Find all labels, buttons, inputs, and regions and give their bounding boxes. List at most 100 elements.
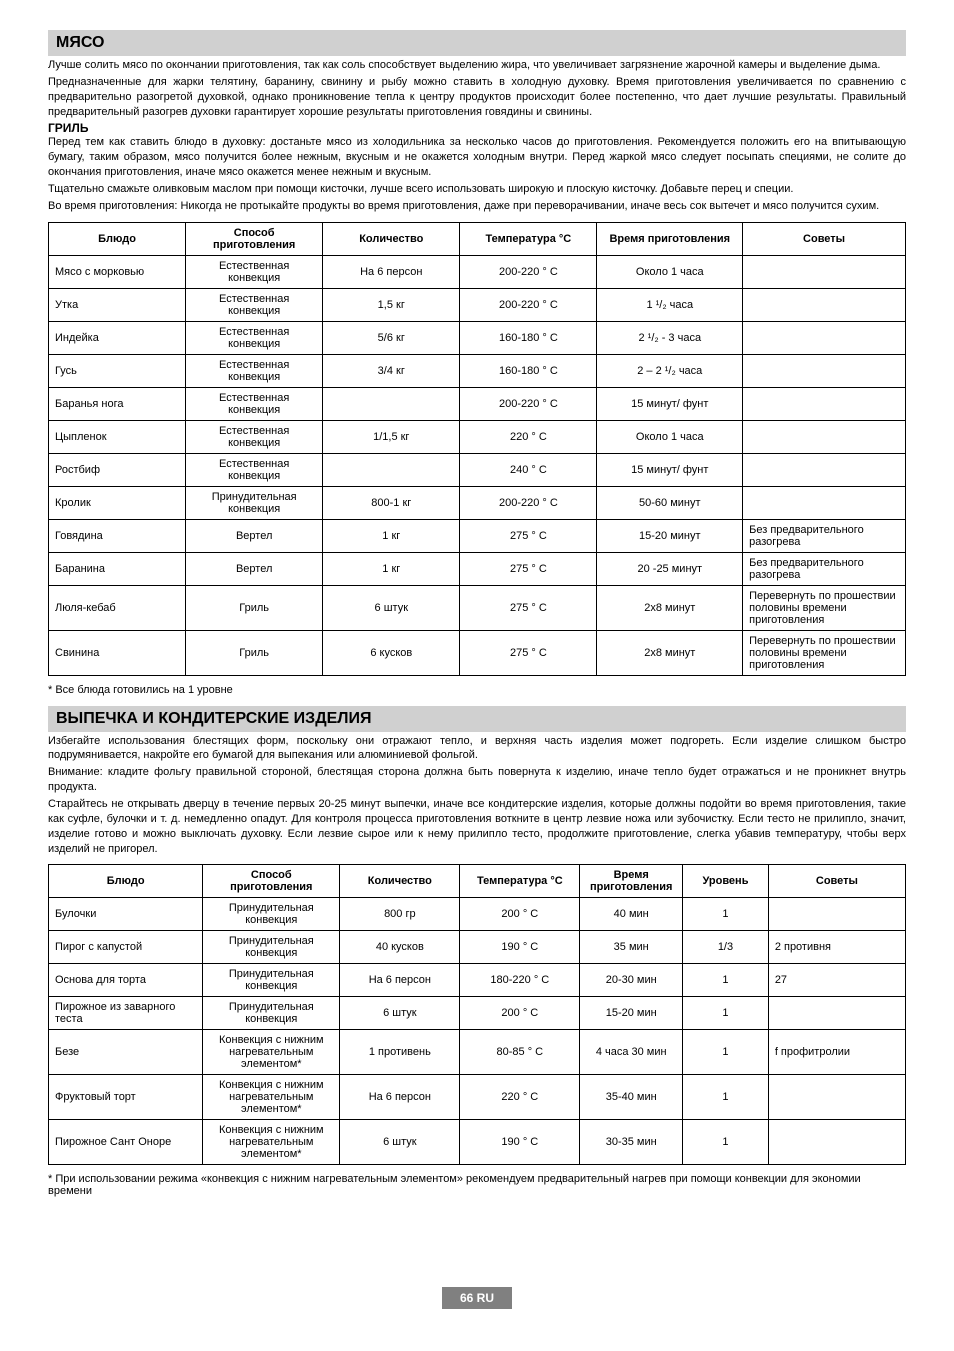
meat-table-cell: Естественная конвекция — [186, 288, 323, 321]
meat-table-cell — [743, 288, 906, 321]
baking-table-header-cell: Температура °C — [460, 865, 580, 898]
meat-table-note: * Все блюда готовились на 1 уровне — [48, 684, 906, 696]
meat-table-cell: Без предварительного разогрева — [743, 552, 906, 585]
baking-table-cell: 800 гр — [340, 898, 460, 931]
baking-table-row: Основа для тортаПринудительная конвекция… — [49, 964, 906, 997]
baking-table-row: Пирожное Сант ОнореКонвекция с нижним на… — [49, 1120, 906, 1165]
meat-table-cell: Вертел — [186, 519, 323, 552]
baking-table-cell: На 6 персон — [340, 1075, 460, 1120]
meat-table-cell: Естественная конвекция — [186, 354, 323, 387]
meat-table-cell: 275 ° C — [460, 519, 597, 552]
section-meat-header: МЯСО — [48, 30, 906, 56]
meat-table-cell: 1 кг — [323, 552, 460, 585]
section-baking-header: ВЫПЕЧКА И КОНДИТЕРСКИЕ ИЗДЕЛИЯ — [48, 706, 906, 732]
meat-table-cell: 160-180 ° C — [460, 354, 597, 387]
meat-table-cell: Люля-кебаб — [49, 585, 186, 630]
meat-table-row: ГусьЕстественная конвекция3/4 кг160-180 … — [49, 354, 906, 387]
meat-table-cell — [743, 486, 906, 519]
baking-table-cell: 1 противень — [340, 1030, 460, 1075]
baking-table-cell: 80-85 ° C — [460, 1030, 580, 1075]
meat-table-cell: 275 ° C — [460, 552, 597, 585]
baking-table-cell: Фруктовый торт — [49, 1075, 203, 1120]
meat-para-5: Во время приготовления: Никогда не проты… — [48, 199, 906, 214]
meat-table-cell — [743, 321, 906, 354]
meat-table-cell: Утка — [49, 288, 186, 321]
meat-table-row: Баранья ногаЕстественная конвекция200-22… — [49, 387, 906, 420]
meat-table-cell — [323, 387, 460, 420]
meat-table-cell: 5/6 кг — [323, 321, 460, 354]
meat-table-cell: 200-220 ° C — [460, 255, 597, 288]
meat-para-1: Лучше солить мясо по окончании приготовл… — [48, 58, 906, 73]
baking-table-cell: 2 противня — [768, 931, 905, 964]
baking-para-3: Старайтесь не открывать дверцу в течение… — [48, 797, 906, 856]
baking-table-cell: 180-220 ° C — [460, 964, 580, 997]
meat-table-cell: 240 ° C — [460, 453, 597, 486]
baking-table-cell: 40 кусков — [340, 931, 460, 964]
meat-para-2: Предназначенные для жарки телятину, бара… — [48, 75, 906, 120]
meat-table-cell: 200-220 ° C — [460, 387, 597, 420]
meat-table-cell: 2x8 минут — [597, 585, 743, 630]
baking-table-cell: Принудительная конвекция — [203, 964, 340, 997]
meat-table-cell: Естественная конвекция — [186, 453, 323, 486]
meat-table-cell: Гриль — [186, 630, 323, 675]
meat-table-cell — [743, 387, 906, 420]
baking-table-cell: 200 ° C — [460, 898, 580, 931]
meat-table-cell: 6 штук — [323, 585, 460, 630]
meat-table-cell: Около 1 часа — [597, 255, 743, 288]
meat-table-cell: Цыпленок — [49, 420, 186, 453]
baking-table-cell: 35-40 мин — [580, 1075, 683, 1120]
meat-table-row: РостбифЕстественная конвекция240 ° C15 м… — [49, 453, 906, 486]
meat-table-cell: Баранина — [49, 552, 186, 585]
baking-table-cell: 190 ° C — [460, 931, 580, 964]
meat-table-head: БлюдоСпособ приготовленияКоличествоТемпе… — [49, 222, 906, 255]
meat-table-cell: 6 кусков — [323, 630, 460, 675]
baking-table-row: Пирог с капустойПринудительная конвекция… — [49, 931, 906, 964]
meat-table-row: БаранинаВертел1 кг275 ° C20 -25 минутБез… — [49, 552, 906, 585]
baking-table-cell: На 6 персон — [340, 964, 460, 997]
meat-table-row: УткаЕстественная конвекция1,5 кг200-220 … — [49, 288, 906, 321]
meat-table-cell: Без предварительного разогрева — [743, 519, 906, 552]
baking-table-cell: Принудительная конвекция — [203, 931, 340, 964]
baking-table-row: БулочкиПринудительная конвекция800 гр200… — [49, 898, 906, 931]
baking-table-cell: Конвекция с нижним нагревательным элемен… — [203, 1030, 340, 1075]
baking-table-cell: Конвекция с нижним нагревательным элемен… — [203, 1120, 340, 1165]
meat-table: БлюдоСпособ приготовленияКоличествоТемпе… — [48, 222, 906, 676]
meat-table-cell: 1,5 кг — [323, 288, 460, 321]
meat-table-cell: Баранья нога — [49, 387, 186, 420]
baking-para-2: Внимание: кладите фольгу правильной стор… — [48, 765, 906, 795]
meat-table-cell: 1 кг — [323, 519, 460, 552]
meat-table-row: Мясо с морковьюЕстественная конвекцияНа … — [49, 255, 906, 288]
meat-table-cell: 15-20 минут — [597, 519, 743, 552]
baking-table: БлюдоСпособ приготовленияКоличествоТемпе… — [48, 864, 906, 1165]
baking-table-head: БлюдоСпособ приготовленияКоличествоТемпе… — [49, 865, 906, 898]
meat-table-header-row: БлюдоСпособ приготовленияКоличествоТемпе… — [49, 222, 906, 255]
meat-table-cell: Перевернуть по прошествии половины време… — [743, 585, 906, 630]
meat-table-header-cell: Блюдо — [49, 222, 186, 255]
meat-table-cell: Мясо с морковью — [49, 255, 186, 288]
baking-table-cell: f профитролии — [768, 1030, 905, 1075]
meat-para-3: Перед тем как ставить блюдо в духовку: д… — [48, 135, 906, 180]
meat-table-cell — [743, 420, 906, 453]
meat-table-cell: 275 ° C — [460, 630, 597, 675]
baking-table-header-cell: Время приготовления — [580, 865, 683, 898]
baking-table-cell: Булочки — [49, 898, 203, 931]
meat-table-body: Мясо с морковьюЕстественная конвекцияНа … — [49, 255, 906, 675]
meat-table-cell: 2 – 2 ¹/₂ часа — [597, 354, 743, 387]
baking-table-body: БулочкиПринудительная конвекция800 гр200… — [49, 898, 906, 1165]
meat-table-header-cell: Советы — [743, 222, 906, 255]
meat-table-row: Люля-кебабГриль6 штук275 ° C2x8 минутПер… — [49, 585, 906, 630]
baking-table-cell: 190 ° C — [460, 1120, 580, 1165]
meat-table-cell — [743, 255, 906, 288]
meat-table-row: ГовядинаВертел1 кг275 ° C15-20 минутБез … — [49, 519, 906, 552]
meat-table-cell: Кролик — [49, 486, 186, 519]
baking-table-cell: 35 мин — [580, 931, 683, 964]
baking-table-cell: 20-30 мин — [580, 964, 683, 997]
baking-table-cell: Пирожное Сант Оноре — [49, 1120, 203, 1165]
meat-table-row: ИндейкаЕстественная конвекция5/6 кг160-1… — [49, 321, 906, 354]
meat-table-cell: Около 1 часа — [597, 420, 743, 453]
meat-table-cell: Естественная конвекция — [186, 321, 323, 354]
baking-table-cell: Конвекция с нижним нагревательным элемен… — [203, 1075, 340, 1120]
meat-table-cell — [743, 453, 906, 486]
meat-table-header-cell: Время приготовления — [597, 222, 743, 255]
meat-table-cell: 1 ¹/₂ часа — [597, 288, 743, 321]
